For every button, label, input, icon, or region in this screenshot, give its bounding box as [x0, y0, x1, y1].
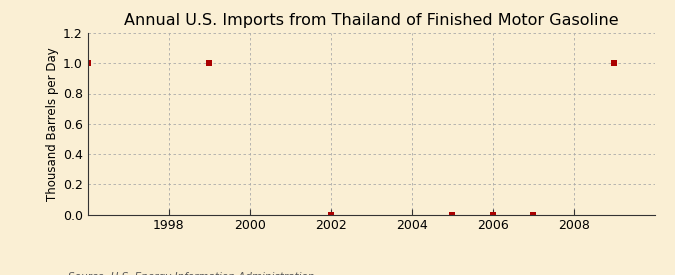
- Y-axis label: Thousand Barrels per Day: Thousand Barrels per Day: [46, 47, 59, 201]
- Title: Annual U.S. Imports from Thailand of Finished Motor Gasoline: Annual U.S. Imports from Thailand of Fin…: [124, 13, 618, 28]
- Text: Source: U.S. Energy Information Administration: Source: U.S. Energy Information Administ…: [68, 273, 314, 275]
